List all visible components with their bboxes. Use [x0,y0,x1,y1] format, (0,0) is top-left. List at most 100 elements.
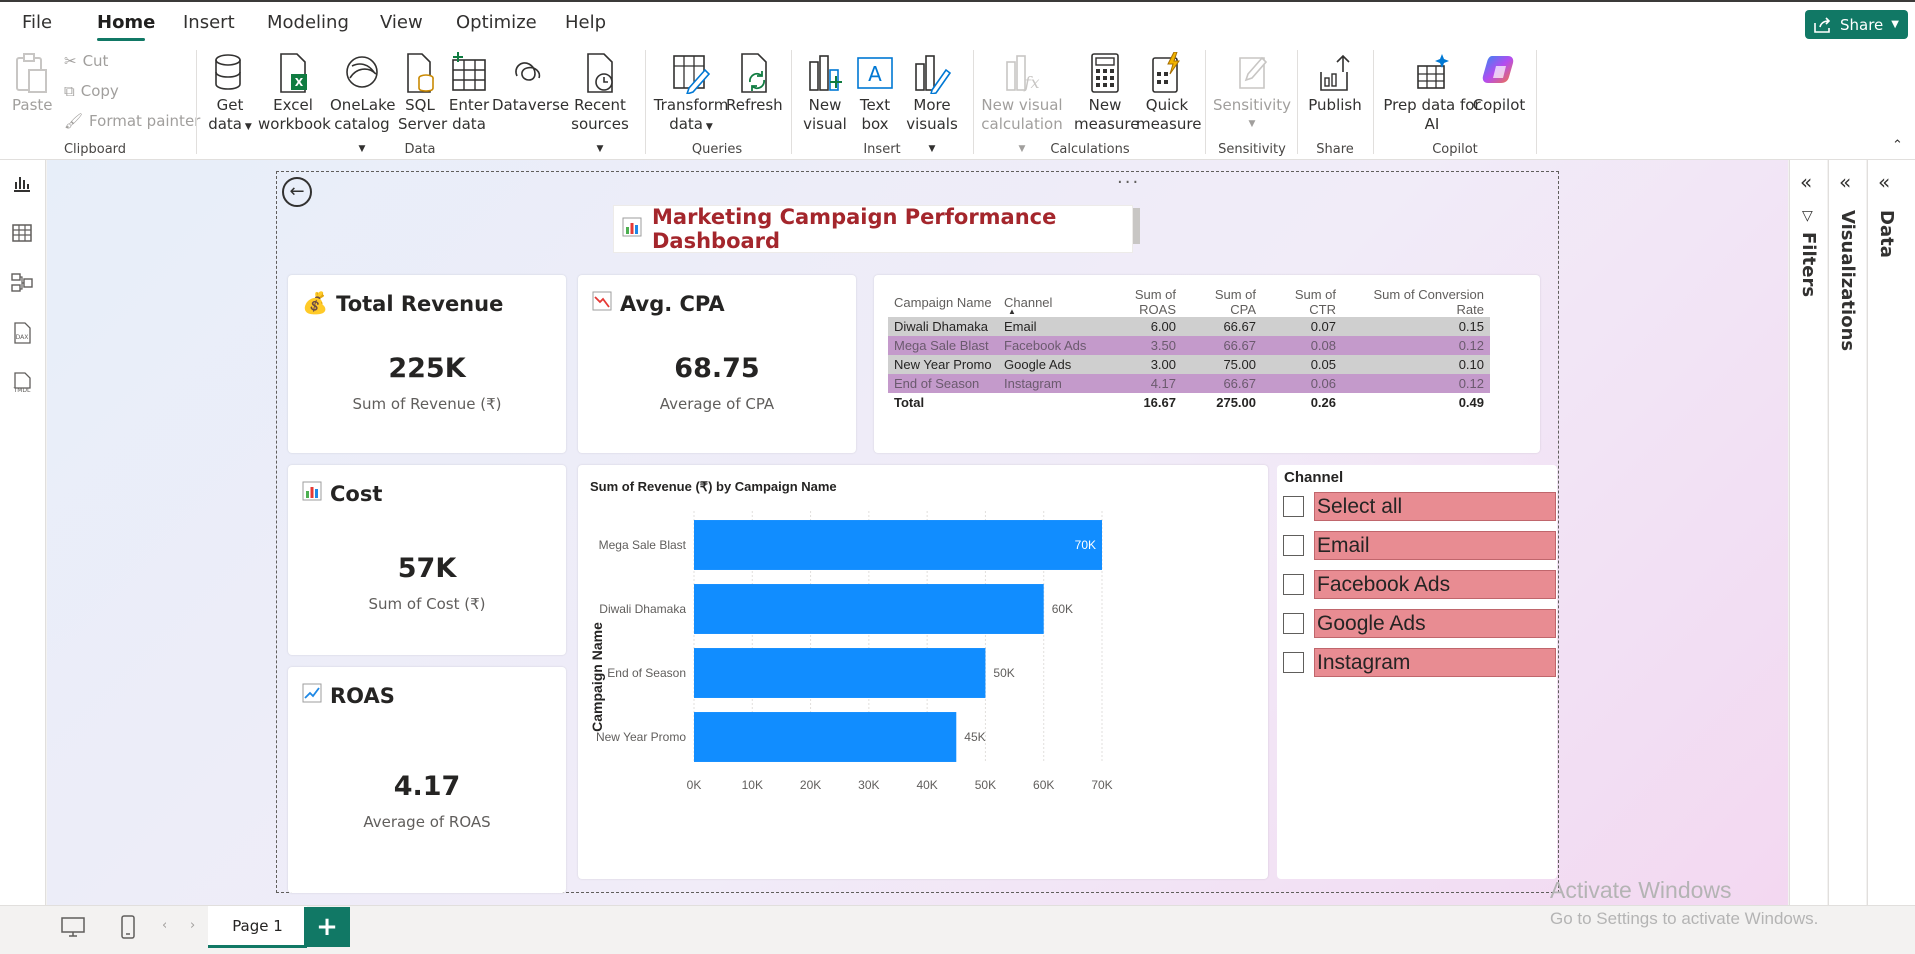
quick-measure-button[interactable]: Quick measure [1136,52,1201,134]
more-visuals-label-1: More [913,96,951,114]
slicer-item-label: Google Ads [1314,608,1556,638]
share-label: Share [1840,15,1884,34]
expand-pane-icon[interactable]: « [1878,170,1891,194]
column-header[interactable]: Channel ▲ [998,287,1094,317]
dataverse-button[interactable]: Dataverse [492,52,569,115]
slicer-item-select-all[interactable]: Select all [1283,491,1556,521]
data-pane-collapsed[interactable]: « Data [1867,160,1915,905]
tab-insert[interactable]: Insert [183,12,235,33]
desktop-layout-icon[interactable] [60,916,86,942]
prep-data-ai-icon [1417,54,1449,89]
new-visual-calc-label-2: calculation ▼ [980,115,1064,159]
kpi-card-cost[interactable]: Cost 57K Sum of Cost (₹) [288,465,566,655]
checkbox[interactable] [1283,534,1304,556]
visualizations-pane-collapsed[interactable]: « Visualizations [1828,160,1866,905]
checkbox[interactable] [1283,612,1304,634]
tab-view[interactable]: View [380,12,423,33]
data-label: 50K [993,666,1014,680]
new-visual-calculation-button[interactable]: fx New visual calculation ▼ [980,52,1064,159]
add-page-button[interactable]: + [304,907,350,947]
table-view-icon[interactable] [9,220,35,246]
collapse-ribbon-icon[interactable]: ⌃ [1892,138,1903,153]
dax-query-view-icon[interactable]: DAX [9,320,35,346]
slicer-item-facebook-ads[interactable]: Facebook Ads [1283,569,1556,599]
sql-server-button[interactable]: SQL Server [398,52,447,134]
get-data-button[interactable]: Get data ▼ [206,52,254,137]
table-row[interactable]: Mega Sale Blast Facebook Ads 3.50 66.67 … [888,336,1490,355]
kpi-card-cpa[interactable]: Avg. CPA 68.75 Average of CPA [578,275,856,453]
table-cell: 66.67 [1182,374,1262,393]
mobile-layout-icon[interactable] [120,914,136,944]
kpi-card-roas[interactable]: ROAS 4.17 Average of ROAS [288,667,566,893]
table-row[interactable]: End of Season Instagram 4.17 66.67 0.06 … [888,374,1490,393]
table-cell: 0.12 [1342,336,1490,355]
new-measure-button[interactable]: New measure [1074,52,1139,134]
filters-pane-collapsed[interactable]: « ▽ Filters [1789,160,1827,905]
back-arrow-icon[interactable]: ← [282,177,312,207]
column-header-text: Channel [1004,294,1053,310]
onelake-catalog-button[interactable]: OneLake catalog ▼ [330,52,395,159]
expand-pane-icon[interactable]: « [1800,170,1813,194]
table-row[interactable]: Diwali Dhamaka Email 6.00 66.67 0.07 0.1… [888,317,1490,336]
share-button[interactable]: Share ▼ [1805,10,1908,39]
slicer-item-instagram[interactable]: Instagram [1283,647,1556,677]
more-visuals-button[interactable]: More visuals ▼ [902,52,962,159]
page-tab-1[interactable]: Page 1 [208,906,307,948]
prep-data-for-ai-button[interactable]: Prep data for AI [1382,52,1482,134]
table-row[interactable]: New Year Promo Google Ads 3.00 75.00 0.0… [888,355,1490,374]
format-painter-button[interactable]: 🖌 Format painter [64,112,200,130]
tmdl-view-icon[interactable]: TMDL [9,370,35,396]
paste-button[interactable]: Paste [12,52,53,115]
revenue-bar-chart-visual[interactable]: Sum of Revenue (₹) by Campaign Name 70K 6… [578,465,1268,879]
expand-pane-icon[interactable]: « [1839,170,1852,194]
checkbox[interactable] [1283,573,1304,595]
text-box-button[interactable]: A Text box [852,52,898,134]
campaign-table-visual[interactable]: Campaign Name Channel ▲ Sum of ROAS Sum o… [874,275,1540,453]
publish-button[interactable]: Publish [1304,52,1366,115]
recent-sources-icon [587,53,613,93]
column-header[interactable]: Sum of ROAS [1134,287,1176,317]
sensitivity-button[interactable]: Sensitivity ▼ [1212,52,1292,134]
column-header[interactable]: Campaign Name [894,294,992,310]
slicer-item-email[interactable]: Email [1283,530,1556,560]
tab-modeling[interactable]: Modeling [267,12,349,33]
kpi-card-revenue[interactable]: 💰 Total Revenue 225K Sum of Revenue (₹) [288,275,566,453]
tab-home[interactable]: Home [97,12,156,33]
next-page-icon[interactable]: › [190,918,196,933]
kpi-value: 68.75 [674,353,760,384]
refresh-button[interactable]: Refresh [726,52,783,115]
more-options-icon[interactable]: ··· [1117,172,1141,193]
transform-data-button[interactable]: Transform data ▼ [652,52,730,137]
kpi-subtitle: Sum of Cost (₹) [368,595,486,613]
title-scrollbar[interactable] [1133,208,1140,244]
table-cell: Diwali Dhamaka [888,317,998,336]
bar [694,584,1044,634]
slicer-item-google-ads[interactable]: Google Ads [1283,608,1556,638]
copy-button[interactable]: ⧉ Copy [64,82,119,100]
tab-optimize[interactable]: Optimize [456,12,537,33]
group-label-data: Data [404,142,436,157]
category-label: Mega Sale Blast [599,538,687,552]
checkbox[interactable] [1283,495,1304,517]
report-view-icon[interactable] [9,170,35,196]
model-view-icon[interactable] [9,270,35,296]
column-header[interactable]: Sum of CTR [1294,287,1336,317]
copilot-button[interactable]: Copilot [1464,52,1534,115]
tab-help[interactable]: Help [565,12,607,33]
quick-measure-icon [1152,52,1180,93]
cut-button[interactable]: ✂ Cut [64,52,108,70]
recent-label-1: Recent [574,96,626,114]
group-separator [196,50,197,154]
copy-label: Copy [80,82,119,100]
prev-page-icon[interactable]: ‹ [162,918,168,933]
new-visual-button[interactable]: New visual [800,52,850,134]
recent-sources-button[interactable]: Recent sources ▼ [568,52,632,159]
column-header[interactable]: Sum of CPA [1214,287,1256,317]
table-cell: 0.08 [1262,336,1342,355]
calculator-icon [1091,53,1119,93]
tab-file[interactable]: File [22,12,53,33]
checkbox[interactable] [1283,651,1304,673]
column-header[interactable]: Sum of Conversion Rate [1373,287,1484,317]
excel-workbook-button[interactable]: X Excel workbook [258,52,331,134]
enter-data-button[interactable]: Enter data [448,52,490,134]
